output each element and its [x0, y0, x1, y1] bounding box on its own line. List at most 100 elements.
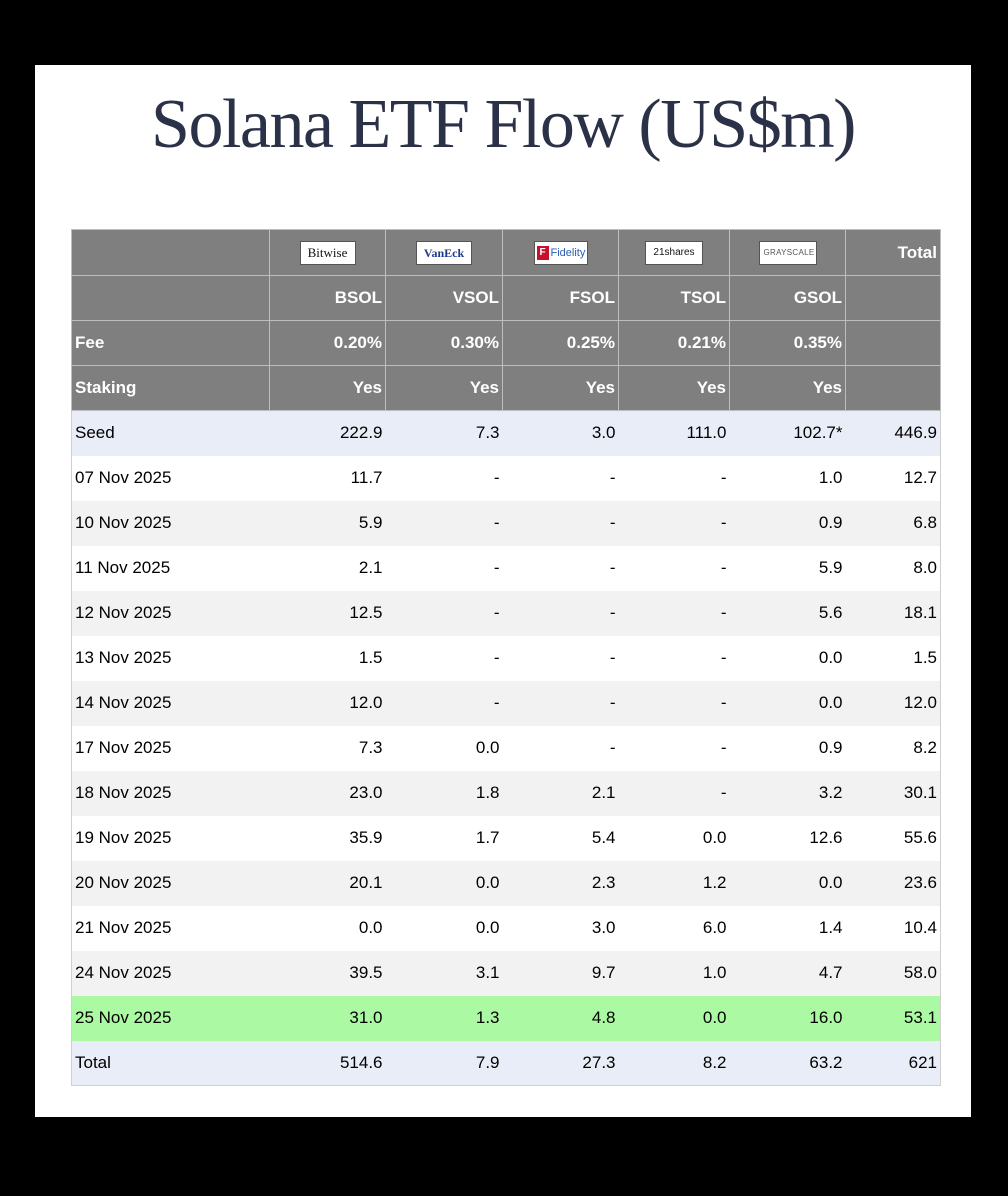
row-total-cell: 8.2	[845, 725, 941, 771]
row-total-cell: 23.6	[845, 860, 941, 906]
ticker-cell: TSOL	[618, 275, 730, 321]
flow-cell: 12.0	[269, 680, 386, 726]
grand-total-cell: 621	[845, 1040, 941, 1086]
flow-cell: 23.0	[269, 770, 386, 816]
table-row: 07 Nov 2025 11.7- - -1.0 12.7	[71, 455, 941, 501]
flow-cell: -	[618, 545, 730, 591]
flow-cell: 9.7	[502, 950, 619, 996]
flow-cell: 5.9	[269, 500, 386, 546]
total-cell: 8.2	[618, 1040, 730, 1086]
flow-cell: -	[385, 500, 503, 546]
staking-label: Staking	[71, 365, 270, 411]
row-total-cell: 1.5	[845, 635, 941, 681]
flow-cell: 7.3	[269, 725, 386, 771]
row-label: 10 Nov 2025	[71, 500, 270, 546]
flow-cell: 1.0	[729, 455, 846, 501]
flow-cell: 5.6	[729, 590, 846, 636]
table-row: 17 Nov 2025 7.3 0.0- -0.9 8.2	[71, 725, 941, 771]
flow-cell: 222.9	[269, 410, 386, 456]
staking-cell: Yes	[729, 365, 846, 411]
flow-cell: -	[502, 680, 619, 726]
flow-cell: 0.0	[385, 860, 503, 906]
row-label: 14 Nov 2025	[71, 680, 270, 726]
flow-cell: 2.3	[502, 860, 619, 906]
row-total-cell: 58.0	[845, 950, 941, 996]
flow-cell: -	[385, 680, 503, 726]
flow-cell: 0.0	[729, 635, 846, 681]
fee-cell: 0.25%	[502, 320, 619, 366]
seed-row: Seed 222.9 7.3 3.0 111.0 102.7* 446.9	[71, 410, 941, 456]
total-cell: 63.2	[729, 1040, 846, 1086]
staking-cell: Yes	[269, 365, 386, 411]
row-label: 20 Nov 2025	[71, 860, 270, 906]
row-total-cell: 6.8	[845, 500, 941, 546]
fidelity-f-icon: F	[536, 245, 549, 260]
ticker-cell: GSOL	[729, 275, 846, 321]
row-label: 24 Nov 2025	[71, 950, 270, 996]
staking-row: Staking Yes Yes Yes Yes Yes	[71, 365, 941, 411]
flow-cell: -	[385, 545, 503, 591]
flow-cell: 1.0	[618, 950, 730, 996]
ticker-row: BSOL VSOL FSOL TSOL GSOL	[71, 275, 941, 321]
row-label: 25 Nov 2025	[71, 995, 270, 1041]
flow-cell: -	[618, 500, 730, 546]
flow-cell: 20.1	[269, 860, 386, 906]
row-total-cell: 53.1	[845, 995, 941, 1041]
flow-cell: 1.5	[269, 635, 386, 681]
flow-cell: 11.7	[269, 455, 386, 501]
flow-cell: 12.6	[729, 815, 846, 861]
flow-cell: 3.0	[502, 410, 619, 456]
flow-cell: 1.4	[729, 905, 846, 951]
flow-cell: -	[385, 455, 503, 501]
issuer-logo-row: Bitwise VanEck F Fidelity 21shares GRAYSC…	[71, 229, 941, 276]
flow-cell: 1.2	[618, 860, 730, 906]
total-cell: 7.9	[385, 1040, 503, 1086]
row-label: 12 Nov 2025	[71, 590, 270, 636]
flow-cell: 31.0	[269, 995, 386, 1041]
flow-cell: 0.0	[618, 995, 730, 1041]
flow-cell: -	[618, 455, 730, 501]
row-total-cell: 18.1	[845, 590, 941, 636]
bitwise-logo: Bitwise	[299, 240, 356, 265]
grayscale-logo: GRAYSCALE	[758, 240, 817, 265]
staking-cell: Yes	[502, 365, 619, 411]
flow-cell: -	[502, 545, 619, 591]
fee-row: Fee 0.20% 0.30% 0.25% 0.21% 0.35%	[71, 320, 941, 366]
flow-cell: 5.4	[502, 815, 619, 861]
table-row: 18 Nov 2025 23.0 1.8 2.1-3.2 30.1	[71, 770, 941, 816]
flow-cell: 0.0	[729, 680, 846, 726]
flow-cell: 111.0	[618, 410, 730, 456]
flow-cell: 0.0	[385, 905, 503, 951]
row-total-cell: 10.4	[845, 905, 941, 951]
flow-cell: 1.8	[385, 770, 503, 816]
flow-cell: -	[502, 500, 619, 546]
flow-cell: 3.2	[729, 770, 846, 816]
flow-cell: 0.0	[729, 860, 846, 906]
row-total-cell: 30.1	[845, 770, 941, 816]
table-row: 10 Nov 2025 5.9- - -0.9 6.8	[71, 500, 941, 546]
table-row: 13 Nov 2025 1.5- - -0.0 1.5	[71, 635, 941, 681]
flow-cell: 0.9	[729, 725, 846, 771]
flow-cell: -	[618, 680, 730, 726]
row-label: 18 Nov 2025	[71, 770, 270, 816]
flow-cell: 3.0	[502, 905, 619, 951]
table-row: 11 Nov 2025 2.1- - -5.9 8.0	[71, 545, 941, 591]
row-label: 19 Nov 2025	[71, 815, 270, 861]
staking-cell: Yes	[618, 365, 730, 411]
table-row: 19 Nov 2025 35.9 1.7 5.4 0.0 12.6 55.6	[71, 815, 941, 861]
row-label: 21 Nov 2025	[71, 905, 270, 951]
table-row: 14 Nov 2025 12.0- - -0.0 12.0	[71, 680, 941, 726]
flow-cell: 4.7	[729, 950, 846, 996]
flow-cell: -	[385, 590, 503, 636]
flow-cell: 2.1	[502, 770, 619, 816]
ticker-cell: VSOL	[385, 275, 503, 321]
flow-cell: 7.3	[385, 410, 503, 456]
total-cell: 514.6	[269, 1040, 386, 1086]
fee-cell: 0.35%	[729, 320, 846, 366]
fidelity-logo: F Fidelity	[533, 240, 588, 265]
table-row: 24 Nov 2025 39.5 3.1 9.7 1.0 4.7 58.0	[71, 950, 941, 996]
total-row-label: Total	[71, 1040, 270, 1086]
row-total-cell: 8.0	[845, 545, 941, 591]
vaneck-logo: VanEck	[416, 240, 472, 265]
row-total-cell: 12.7	[845, 455, 941, 501]
